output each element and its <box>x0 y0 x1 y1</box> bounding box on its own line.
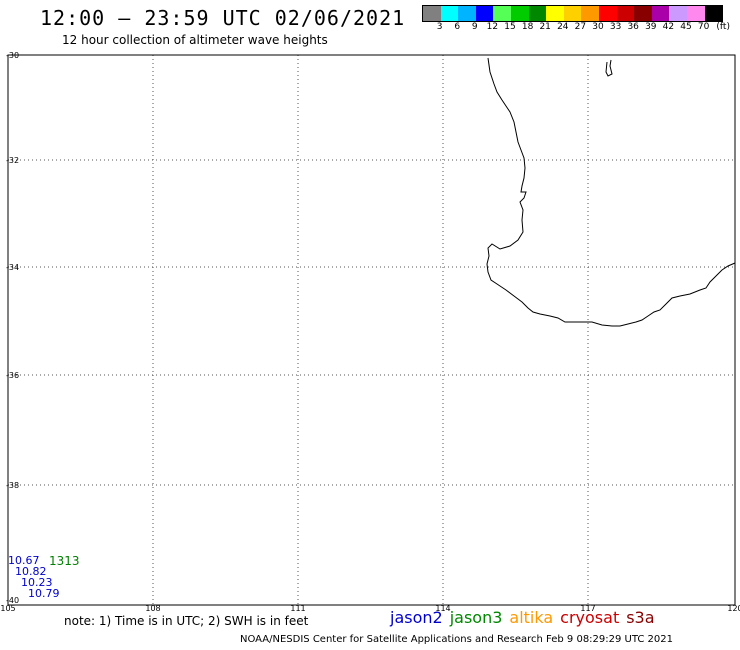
satellite-legend-item: jason3 <box>449 608 503 627</box>
longitude-label: 108 <box>145 604 161 613</box>
scale-swatch <box>510 6 529 21</box>
observation-value-2: 10.82 <box>15 565 47 578</box>
map-subtitle: 12 hour collection of altimeter wave hei… <box>62 33 328 47</box>
coastline-southwest-australia <box>486 57 736 327</box>
lat-lon-grid <box>8 55 735 605</box>
longitude-label: 111 <box>290 604 306 613</box>
scale-label: 18 <box>521 22 534 32</box>
scale-swatch <box>598 6 617 21</box>
latitude-label: -30 <box>6 51 20 60</box>
scale-label: 15 <box>504 22 516 32</box>
scale-label: 24 <box>557 22 569 32</box>
scale-label: 36 <box>627 22 639 32</box>
observation-value-4: 10.79 <box>28 587 60 600</box>
scale-label: (ft) <box>716 22 730 32</box>
wave-height-scale-labels: 3 6 9 12 15 18 21 24 27 30 33 36 39 42 45 70 (ft) <box>422 22 740 34</box>
scale-swatch <box>528 6 547 21</box>
scale-label: 6 <box>454 22 461 32</box>
scale-swatch <box>616 6 635 21</box>
scale-swatch <box>581 6 599 21</box>
scale-label: 12 <box>486 22 499 32</box>
scale-swatch <box>546 6 564 21</box>
longitude-label: 120 <box>727 604 740 613</box>
scale-label: 30 <box>592 22 604 32</box>
scale-label: 45 <box>680 22 692 32</box>
satellite-legend-item: jason2 <box>390 608 443 627</box>
scale-label: 27 <box>574 22 587 32</box>
scale-swatch <box>686 6 705 21</box>
observation-value-1: 10.67 <box>8 554 40 567</box>
satellite-legend: jason2 jason3 altika cryosat s3a <box>390 608 662 627</box>
longitude-label: 105 <box>0 604 16 613</box>
scale-swatch <box>563 6 582 21</box>
scale-swatch <box>458 6 476 21</box>
latitude-label: -38 <box>6 481 20 490</box>
scale-label: 9 <box>471 22 478 32</box>
latitude-label: -34 <box>6 263 20 272</box>
credit-line: NOAA/NESDIS Center for Satellite Applica… <box>240 634 673 645</box>
scale-swatch <box>651 6 670 21</box>
scale-swatch <box>440 6 459 21</box>
latitude-label: -40 <box>6 596 20 605</box>
satellite-legend-item: s3a <box>626 608 655 627</box>
longitude-label: 114 <box>435 604 451 613</box>
wave-height-color-scale <box>422 5 724 22</box>
scale-label: 21 <box>539 22 551 32</box>
scale-label: 3 <box>436 22 443 32</box>
latitude-label: -36 <box>6 371 20 380</box>
scale-label: 39 <box>645 22 657 32</box>
scale-swatch <box>423 6 441 21</box>
scale-swatch <box>493 6 511 21</box>
units-note: note: 1) Time is in UTC; 2) SWH is in fe… <box>64 614 309 628</box>
scale-label: 42 <box>662 22 675 32</box>
scale-swatch <box>704 6 723 21</box>
scale-swatch <box>634 6 652 21</box>
map-title: 12:00 — 23:59 UTC 02/06/2021 <box>40 6 406 30</box>
satellite-legend-item: altika <box>509 608 554 627</box>
coastline-islet <box>605 59 613 77</box>
longitude-label: 117 <box>580 604 596 613</box>
scale-label: 70 <box>697 22 710 32</box>
scale-label: 33 <box>609 22 622 32</box>
map-frame <box>7 54 736 606</box>
scale-swatch <box>669 6 687 21</box>
observation-count: 1313 <box>49 554 80 568</box>
scale-swatch <box>475 6 494 21</box>
satellite-legend-item: cryosat <box>560 608 620 627</box>
latitude-label: -32 <box>6 156 20 165</box>
observation-value-3: 10.23 <box>21 576 53 589</box>
